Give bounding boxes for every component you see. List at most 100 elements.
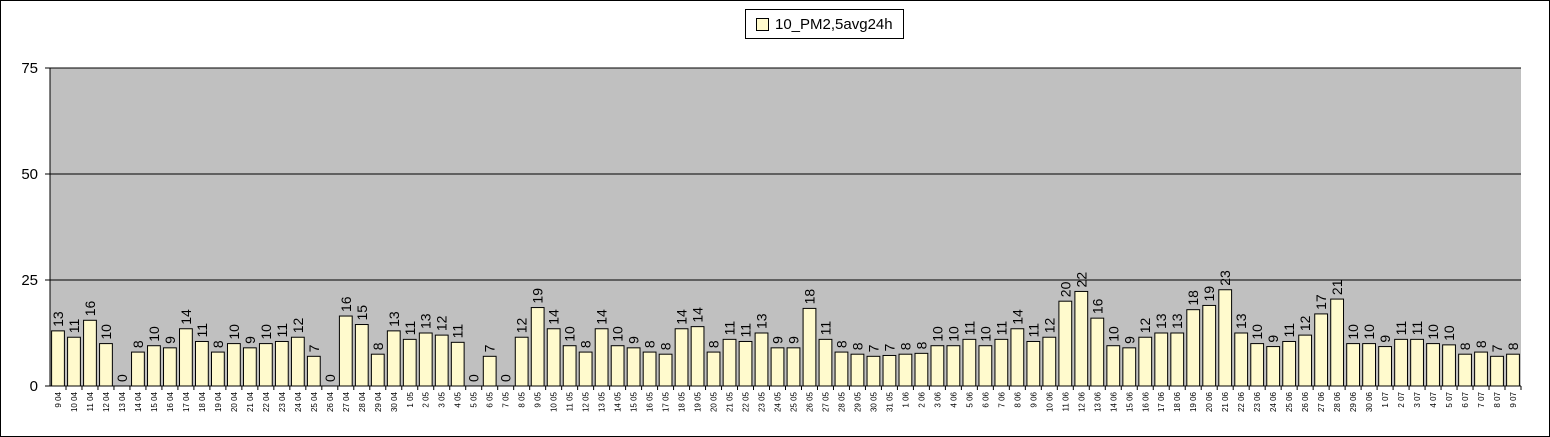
x-tick-label: 11 05: [566, 391, 575, 411]
x-tick-label: 9 07: [1509, 391, 1518, 407]
bar: [83, 319, 97, 387]
bar-value-label: 10: [226, 324, 242, 340]
x-tick-label: 10 05: [550, 391, 559, 412]
x-tick-label: 9 05: [534, 391, 543, 407]
bar-value-label: 11: [1409, 321, 1425, 336]
x-tick-label: 25 06: [1285, 391, 1294, 412]
bar-value-label: 13: [50, 311, 66, 327]
bar-value-label: 8: [642, 340, 658, 348]
bar-value-label: 8: [130, 340, 146, 348]
bar-value-label: 19: [1201, 286, 1217, 302]
bar-value-label: 11: [66, 318, 82, 333]
bar: [195, 340, 209, 387]
x-tick-label: 7 07: [1477, 391, 1486, 407]
bar: [1170, 332, 1185, 387]
bar: [67, 336, 81, 387]
x-tick-label: 2 07: [1397, 391, 1406, 407]
x-tick-label: 29 06: [1349, 391, 1358, 412]
bar-value-label: 14: [178, 309, 194, 325]
bar: [1234, 332, 1249, 387]
x-tick-label: 20 04: [230, 391, 239, 412]
bar-value-label: 23: [1217, 270, 1233, 286]
x-axis: 9 04 10 04 11 04 12 04 13 04 14 04 15 04 16 04 1…: [54, 386, 1522, 412]
x-tick-label: 12 06: [1077, 391, 1086, 412]
bar: [1282, 340, 1297, 387]
bar: [914, 352, 929, 387]
bar: [354, 324, 369, 387]
x-tick-label: 8 07: [1493, 391, 1502, 407]
bar-value-label: 8: [210, 340, 226, 348]
x-tick-label: 25 04: [310, 391, 319, 412]
bar-value-label: 11: [450, 324, 466, 339]
x-tick-label: 13 05: [598, 391, 607, 412]
bar-value-label: 13: [1169, 313, 1185, 329]
legend-label: 10_PM2,5avg24h: [775, 15, 893, 33]
bar: [834, 351, 849, 387]
plot-area: [50, 68, 1521, 386]
bar: [338, 315, 353, 387]
x-tick-label: 16 06: [1141, 391, 1150, 412]
x-tick-label: 22 06: [1237, 391, 1246, 412]
bar-value-label: 12: [290, 317, 306, 333]
x-tick-label: 31 05: [885, 391, 894, 412]
bar: [722, 338, 737, 387]
bar-value-label: 8: [658, 342, 674, 350]
bar-value-label: 9: [1121, 336, 1137, 344]
gridlines: [50, 67, 1521, 281]
bar-value-label: 14: [1009, 309, 1025, 325]
bar: [1218, 289, 1233, 387]
bar-value-label: 10: [1345, 324, 1361, 340]
bar: [1106, 345, 1121, 387]
bar: [242, 347, 257, 387]
bar: [386, 330, 401, 387]
bar: [1186, 309, 1201, 387]
bar-value-label: 20: [1057, 281, 1073, 297]
x-tick-label: 14 06: [1109, 391, 1118, 412]
bar: [562, 345, 577, 387]
y-tick-label: 0: [30, 378, 38, 395]
bar: [370, 353, 385, 387]
bar-value-label: 11: [194, 323, 210, 338]
bar: [770, 347, 785, 387]
x-tick-label: 9 06: [1029, 391, 1038, 407]
x-tick-label: 5 05: [470, 391, 479, 407]
bar: [1266, 346, 1281, 387]
bar-value-label: 11: [817, 321, 833, 336]
bar-value-label: 12: [434, 315, 450, 331]
x-tick-label: 26 06: [1301, 391, 1310, 412]
bar-value-label: 7: [306, 344, 322, 352]
x-tick-label: 15 05: [630, 391, 639, 412]
x-tick-label: 16 05: [646, 391, 655, 412]
bar: [1026, 340, 1041, 387]
x-tick-label: 3 07: [1413, 391, 1422, 407]
bar: [578, 351, 593, 387]
x-tick-label: 23 04: [278, 391, 287, 412]
bar: [163, 347, 177, 387]
bar: [530, 307, 545, 387]
legend-swatch: [756, 17, 769, 31]
x-tick-label: 8 06: [1013, 391, 1022, 407]
bar: [1042, 336, 1057, 387]
bar-value-label: 10: [977, 326, 993, 342]
bar: [450, 341, 465, 387]
bar-value-label: 13: [754, 313, 770, 329]
bar-value-label: 21: [1329, 279, 1345, 295]
x-tick-label: 4 07: [1429, 391, 1438, 407]
bar: [99, 343, 113, 387]
bar-value-label: 9: [1265, 335, 1281, 343]
x-tick-label: 21 06: [1221, 391, 1230, 412]
bar-value-label: 16: [338, 296, 354, 312]
x-tick-label: 26 04: [326, 391, 335, 412]
x-tick-label: 30 04: [390, 391, 399, 412]
bar: [610, 345, 625, 387]
bar: [1362, 343, 1376, 387]
bar: [754, 332, 769, 387]
x-tick-label: 27 05: [821, 391, 830, 412]
bar-value-label: 14: [674, 309, 690, 325]
bar-value-label: 10: [1361, 324, 1377, 340]
x-tick-label: 12 05: [582, 391, 591, 412]
bar-value-label: 8: [833, 340, 849, 348]
bar-value-label: 11: [961, 321, 977, 336]
x-tick-label: 19 05: [694, 391, 703, 412]
x-tick-label: 18 05: [678, 391, 687, 412]
